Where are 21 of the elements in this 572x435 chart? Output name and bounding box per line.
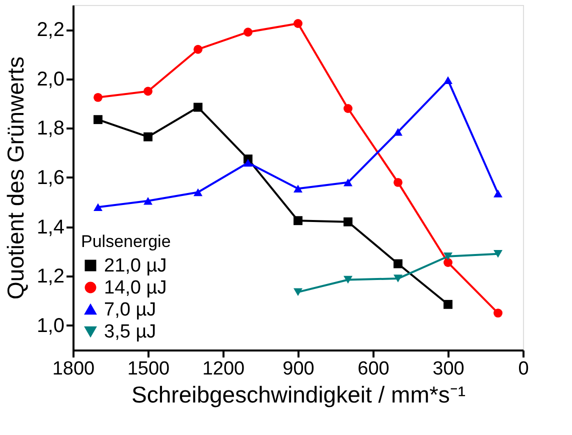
y-axis-title: Quotient des Grünwerts — [2, 56, 29, 300]
y-tick-label: 2,0 — [36, 68, 64, 90]
x-tick-label: 600 — [358, 358, 390, 380]
y-tick-label: 2,2 — [36, 19, 64, 42]
legend-label: 3,5 µJ — [104, 322, 156, 342]
legend-label: 7,0 µJ — [104, 300, 156, 320]
x-tick-label: 300 — [432, 358, 464, 380]
x-axis-title: Schreibgeschwindigkeit / mm*s⁻¹ — [132, 382, 466, 408]
x-tick-label: 1800 — [52, 358, 95, 380]
x-tick-label: 900 — [282, 358, 314, 380]
legend-label: 14,0 µJ — [104, 278, 167, 298]
y-tick-label: 1,2 — [36, 266, 64, 288]
y-tick-label: 1,8 — [36, 118, 64, 140]
y-tick-label: 1,6 — [36, 167, 64, 189]
x-tick-label: 0 — [518, 358, 529, 380]
legend-title: Pulsenergie — [81, 232, 171, 251]
y-tick-label: 1,4 — [36, 216, 64, 238]
legend-label: 21,0 µJ — [104, 256, 167, 276]
y-tick-label: 1,0 — [36, 314, 64, 337]
x-tick-label: 1200 — [202, 358, 245, 380]
x-tick-label: 1500 — [127, 358, 170, 380]
